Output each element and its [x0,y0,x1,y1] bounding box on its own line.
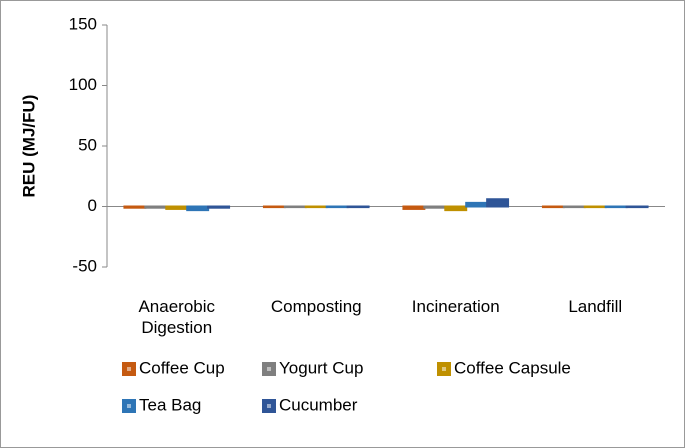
bar [465,201,489,208]
bar [402,205,426,210]
legend-swatch-highlight [267,367,271,371]
legend-label: Coffee Capsule [454,358,571,377]
bar [325,205,349,209]
legend-swatch-highlight [127,404,131,408]
bar [304,205,328,209]
y-axis-label: REU (MJ/FU) [19,95,38,198]
bar [207,205,231,209]
bar [423,205,447,209]
legend-label: Tea Bag [139,395,201,414]
legend-swatch-highlight [267,404,271,408]
legend-swatch-highlight [127,367,131,371]
y-tick-label: 50 [78,135,97,154]
y-tick-label: 150 [69,14,97,33]
bar [604,205,628,209]
bar [541,205,565,209]
legend-label: Coffee Cup [139,358,225,377]
bar [625,205,649,209]
bar [144,205,168,209]
x-tick-label: Incineration [411,297,500,316]
bar [444,205,468,212]
bar [583,205,607,209]
y-tick-label: 100 [69,75,97,94]
bar [283,205,307,209]
legend-label: Cucumber [279,395,358,414]
y-tick-label: 0 [88,196,97,215]
bar [123,205,147,209]
x-tick-label: Landfill [568,297,623,316]
bar [262,205,286,209]
legend-label: Yogurt Cup [279,358,363,377]
bar [346,205,370,209]
bar [165,205,189,210]
x-tick-label: Anaerobic Digestion [138,297,216,337]
y-tick-label: -50 [72,256,97,275]
legend-swatch-highlight [442,367,446,371]
bar [562,205,586,209]
bar [186,205,210,212]
x-tick-label: Composting [270,297,362,316]
bar [486,198,510,208]
